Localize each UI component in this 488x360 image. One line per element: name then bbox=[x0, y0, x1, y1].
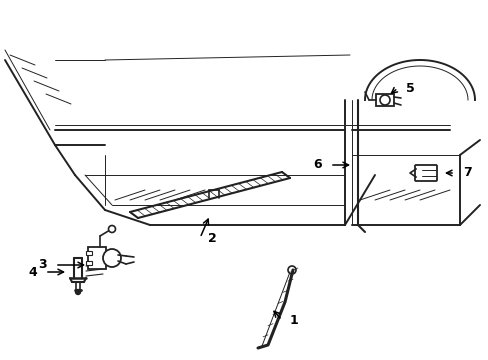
Bar bbox=[86, 251, 92, 255]
Circle shape bbox=[103, 249, 121, 267]
Text: 1: 1 bbox=[289, 314, 298, 327]
FancyBboxPatch shape bbox=[414, 165, 436, 181]
Bar bbox=[86, 261, 92, 265]
Circle shape bbox=[75, 289, 81, 294]
Bar bbox=[88, 247, 106, 269]
Text: 2: 2 bbox=[207, 231, 216, 244]
Text: 3: 3 bbox=[38, 258, 47, 271]
Text: 7: 7 bbox=[462, 166, 471, 180]
Circle shape bbox=[108, 225, 115, 233]
Text: 5: 5 bbox=[405, 81, 414, 94]
Circle shape bbox=[379, 95, 389, 105]
Text: 4: 4 bbox=[28, 266, 37, 279]
Bar bbox=[375, 94, 393, 106]
Text: 6: 6 bbox=[313, 158, 321, 171]
